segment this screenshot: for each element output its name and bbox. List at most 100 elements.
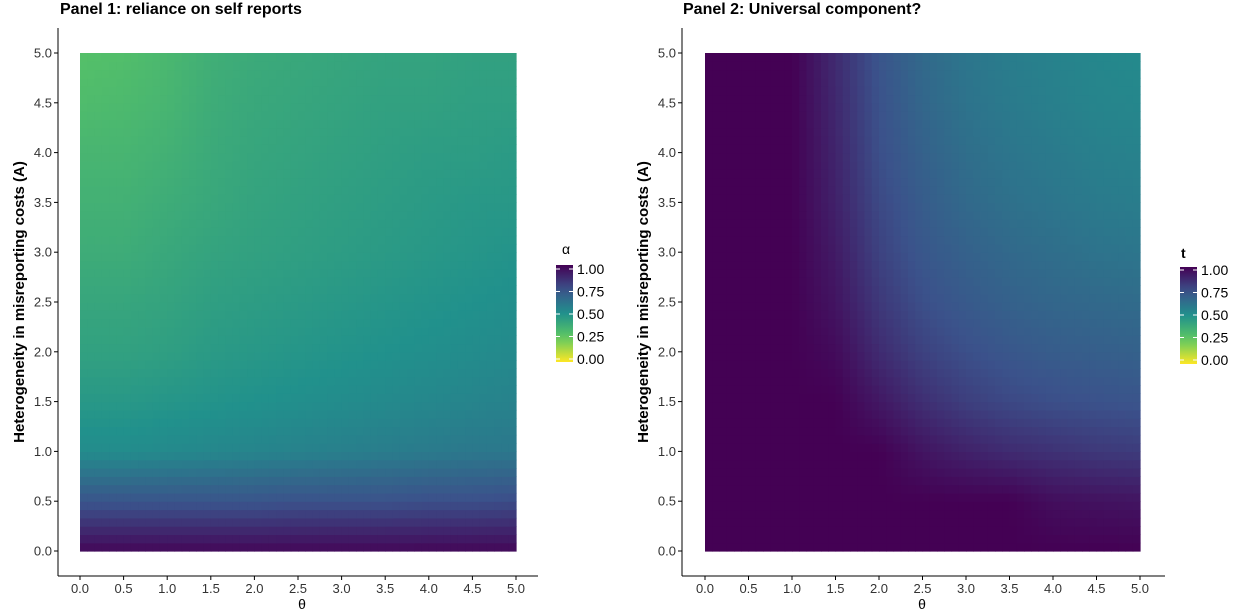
- heatmap-cell: [283, 227, 292, 237]
- heatmap-cell: [109, 526, 117, 535]
- heatmap-cell: [450, 302, 459, 311]
- heatmap-cell: [334, 501, 343, 511]
- heatmap-cell: [181, 542, 190, 552]
- heatmap-cell: [501, 194, 510, 203]
- heatmap-cell: [145, 509, 154, 519]
- heatmap-cell: [181, 260, 190, 270]
- heatmap-cell: [305, 517, 314, 527]
- heatmap-cell: [181, 393, 190, 403]
- heatmap-cell: [908, 451, 916, 461]
- heatmap-cell: [1118, 459, 1127, 469]
- heatmap-cell: [283, 343, 292, 353]
- heatmap-cell: [486, 302, 495, 311]
- heatmap-cell: [181, 476, 190, 486]
- heatmap-cell: [80, 277, 88, 286]
- heatmap-cell: [341, 268, 350, 278]
- heatmap-cell: [1038, 409, 1047, 419]
- heatmap-cell: [479, 194, 488, 203]
- heatmap-cell: [254, 285, 263, 295]
- heatmap-cell: [327, 302, 335, 311]
- heatmap-cell: [421, 526, 430, 535]
- heatmap-cell: [987, 434, 996, 444]
- heatmap-cell: [101, 127, 110, 137]
- heatmap-cell: [414, 210, 423, 220]
- heatmap-cell: [312, 86, 321, 96]
- heatmap-cell: [443, 277, 452, 286]
- heatmap-cell: [116, 202, 125, 212]
- heatmap-cell: [290, 468, 299, 477]
- heatmap-cell: [159, 94, 168, 104]
- heatmap-cell: [915, 443, 924, 452]
- heatmap-cell: [152, 501, 161, 511]
- heatmap-cell: [1060, 418, 1069, 428]
- heatmap-cell: [494, 69, 503, 79]
- heatmap-cell: [842, 385, 851, 394]
- heatmap-cell: [159, 219, 168, 228]
- heatmap-cell: [1125, 368, 1134, 378]
- heatmap-cell: [189, 426, 197, 436]
- heatmap-cell: [392, 243, 401, 253]
- heatmap-cell: [298, 177, 306, 187]
- heatmap-cell: [247, 302, 255, 311]
- y-tick-label: 3.5: [34, 195, 52, 210]
- heatmap-cell: [784, 426, 793, 436]
- heatmap-cell: [951, 385, 960, 394]
- heatmap-cell: [922, 385, 931, 394]
- heatmap-cell: [348, 111, 357, 120]
- heatmap-cell: [123, 368, 132, 378]
- heatmap-cell: [101, 368, 110, 378]
- heatmap-cell: [501, 426, 510, 436]
- heatmap-cell: [101, 326, 110, 336]
- legend-label: 0.50: [577, 306, 604, 322]
- heatmap-cell: [312, 443, 321, 452]
- heatmap-cell: [130, 243, 139, 253]
- heatmap-cell: [123, 77, 132, 87]
- heatmap-cell: [341, 310, 350, 320]
- heatmap-cell: [457, 451, 466, 461]
- heatmap-cell: [385, 434, 394, 444]
- heatmap-cell: [327, 77, 335, 87]
- heatmap-cell: [94, 277, 103, 286]
- heatmap-cell: [436, 434, 444, 444]
- heatmap-cell: [1009, 509, 1018, 519]
- heatmap-cell: [828, 368, 837, 378]
- heatmap-cell: [341, 351, 350, 361]
- heatmap-cell: [138, 443, 146, 452]
- heatmap-cell: [443, 385, 452, 394]
- heatmap-cell: [792, 517, 800, 527]
- heatmap-cell: [399, 468, 408, 477]
- heatmap-cell: [443, 517, 452, 527]
- heatmap-cell: [842, 443, 851, 452]
- heatmap-cell: [377, 252, 386, 262]
- heatmap-cell: [101, 351, 110, 361]
- heatmap-cell: [152, 468, 161, 477]
- heatmap-cell: [407, 69, 415, 79]
- heatmap-cell: [784, 451, 793, 461]
- heatmap-cell: [399, 385, 408, 394]
- heatmap-cell: [312, 509, 321, 519]
- heatmap-cell: [1089, 459, 1098, 469]
- heatmap-cell: [341, 235, 350, 245]
- heatmap-cell: [181, 443, 190, 452]
- heatmap-cell: [850, 526, 858, 535]
- heatmap-cell: [305, 318, 314, 328]
- heatmap-cell: [1089, 426, 1098, 436]
- heatmap-cell: [879, 501, 887, 511]
- heatmap-cell: [472, 77, 481, 87]
- heatmap-cell: [450, 418, 459, 428]
- heatmap-cell: [138, 160, 146, 170]
- heatmap-cell: [80, 526, 88, 535]
- heatmap-cell: [1031, 443, 1040, 452]
- heatmap-cell: [225, 368, 234, 378]
- heatmap-cell: [283, 285, 292, 295]
- heatmap-cell: [189, 459, 197, 469]
- heatmap-cell: [1024, 501, 1032, 511]
- heatmap-cell: [871, 476, 880, 486]
- heatmap-cell: [254, 326, 263, 336]
- heatmap-cell: [327, 343, 335, 353]
- heatmap-cell: [813, 492, 822, 502]
- heatmap-cell: [305, 459, 314, 469]
- heatmap-cell: [407, 53, 415, 62]
- heatmap-cell: [1082, 451, 1090, 461]
- heatmap-cell: [268, 69, 277, 79]
